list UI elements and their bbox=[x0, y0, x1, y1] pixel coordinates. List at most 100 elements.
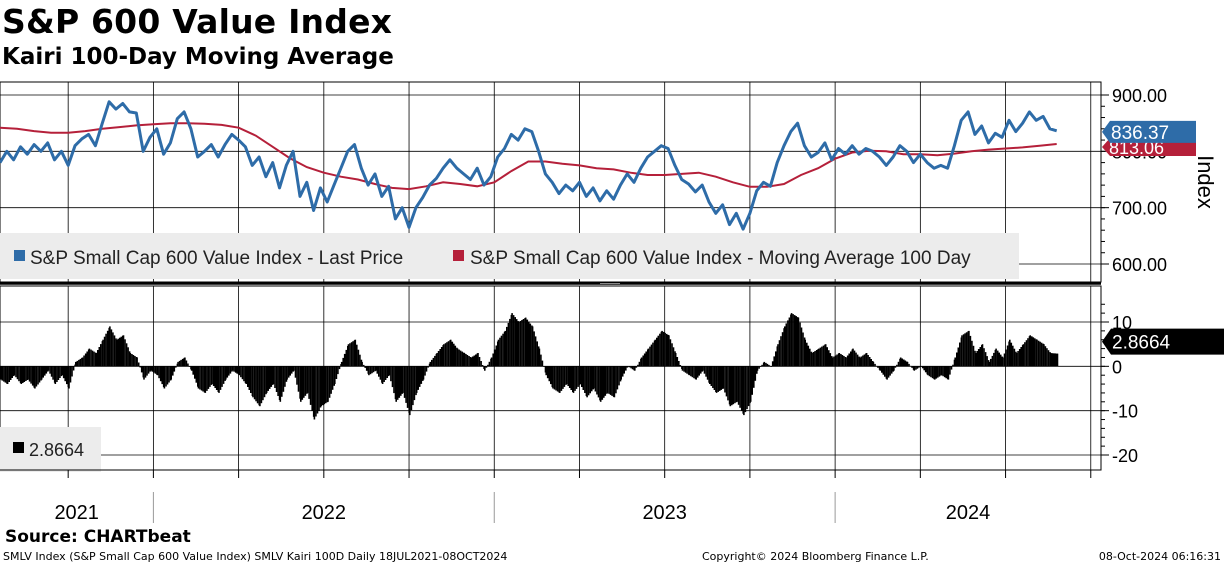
kairi-bar bbox=[775, 351, 777, 367]
kairi-bar bbox=[34, 366, 36, 389]
kairi-bar bbox=[981, 344, 984, 367]
kairi-bar bbox=[751, 366, 753, 395]
kairi-bar bbox=[289, 366, 291, 376]
kairi-bar bbox=[753, 366, 755, 388]
kairi-last-value-tag bbox=[1102, 328, 1224, 355]
kairi-bar bbox=[465, 354, 467, 367]
kairi-bar bbox=[734, 366, 736, 404]
kairi-bar bbox=[252, 366, 254, 398]
kairi-bar bbox=[626, 366, 629, 368]
kairi-bar bbox=[522, 319, 525, 367]
kairi-bar bbox=[256, 366, 259, 404]
kairi-bar bbox=[214, 366, 216, 388]
kairi-bar bbox=[119, 337, 121, 367]
price-last-value-label: 836.37 bbox=[1111, 123, 1169, 144]
kairi-bar bbox=[831, 357, 834, 367]
kairi-bar bbox=[642, 355, 644, 367]
kairi-bar bbox=[954, 357, 956, 367]
kairi-bar bbox=[311, 366, 313, 411]
kairi-bar bbox=[972, 345, 975, 367]
kairi-bar bbox=[848, 353, 850, 367]
kairi-bar bbox=[47, 366, 50, 371]
kairi-bar bbox=[587, 366, 590, 396]
kairi-bar bbox=[76, 360, 79, 367]
kairi-bar bbox=[277, 366, 279, 396]
kairi-bar bbox=[739, 366, 741, 408]
kairi-bar bbox=[9, 366, 12, 380]
kairi-bar bbox=[350, 342, 353, 367]
kairi-bar bbox=[908, 363, 910, 367]
kairi-bar bbox=[429, 361, 432, 367]
kairi-bar bbox=[301, 366, 304, 400]
kairi-bar bbox=[567, 366, 569, 386]
kairi-bar bbox=[784, 326, 786, 367]
kairi-bar bbox=[1037, 340, 1040, 367]
kairi-bar bbox=[519, 321, 522, 367]
kairi-bar bbox=[234, 366, 237, 373]
kairi-bar bbox=[593, 366, 595, 389]
kairi-bar bbox=[512, 315, 515, 367]
kairi-bar bbox=[181, 358, 184, 367]
kairi-bar bbox=[942, 366, 944, 377]
kairi-bar bbox=[192, 366, 194, 375]
kairi-bar bbox=[884, 366, 886, 377]
kairi-bar bbox=[780, 336, 782, 367]
kairi-bar bbox=[330, 366, 332, 394]
kairi-bar bbox=[915, 366, 917, 370]
kairi-bar bbox=[565, 366, 568, 384]
kairi-bar bbox=[100, 344, 102, 367]
kairi-bar bbox=[327, 366, 329, 402]
kairi-bar bbox=[268, 366, 271, 389]
kairi-bar bbox=[562, 366, 564, 389]
kairi-bar bbox=[691, 366, 694, 378]
kairi-bar bbox=[804, 339, 806, 367]
kairi-bar bbox=[727, 366, 729, 401]
kairi-bar bbox=[662, 331, 665, 367]
kairi-bar bbox=[215, 366, 218, 390]
kairi-bar bbox=[221, 366, 223, 387]
kairi-bar bbox=[343, 353, 346, 367]
kairi-bar bbox=[354, 339, 357, 367]
kairi-bar bbox=[528, 321, 530, 367]
kairi-bar bbox=[369, 366, 372, 375]
kairi-bar bbox=[424, 366, 426, 376]
kairi-bar bbox=[683, 366, 685, 372]
kairi-bar bbox=[137, 362, 140, 367]
kairi-bar bbox=[715, 366, 718, 393]
kairi-bar bbox=[1013, 348, 1016, 367]
kairi-bar bbox=[202, 366, 204, 392]
kairi-bar bbox=[834, 355, 837, 367]
kairi-bar bbox=[886, 366, 888, 380]
kairi-bar bbox=[1029, 335, 1031, 367]
kairi-bar bbox=[1040, 342, 1043, 367]
kairi-bar bbox=[72, 366, 75, 371]
kairi-bar bbox=[1012, 345, 1014, 367]
kairi-bar bbox=[952, 364, 954, 367]
legend-price-swatch bbox=[14, 250, 25, 261]
kairi-bar bbox=[934, 366, 936, 380]
kairi-bar bbox=[463, 353, 466, 367]
kairi-bar bbox=[606, 366, 609, 393]
kairi-bar bbox=[168, 366, 170, 383]
kairi-bar bbox=[524, 317, 527, 367]
kairi-bar bbox=[384, 366, 387, 380]
kairi-bar bbox=[95, 353, 97, 367]
kairi-bar bbox=[200, 366, 203, 391]
kairi-bar bbox=[911, 366, 913, 368]
kairi-bar bbox=[488, 361, 491, 367]
kairi-bar bbox=[581, 366, 583, 387]
kairi-bar bbox=[90, 349, 92, 367]
kairi-bar bbox=[143, 366, 145, 380]
kairi-bar bbox=[122, 335, 125, 367]
kairi-bar bbox=[458, 349, 460, 367]
kairi-bar bbox=[59, 366, 61, 378]
kairi-bar bbox=[552, 366, 554, 389]
kairi-bar bbox=[250, 366, 252, 393]
kairi-bar bbox=[439, 349, 441, 367]
kairi-bar bbox=[928, 366, 931, 377]
kairi-bar bbox=[229, 366, 232, 374]
footer-copyright: Copyright© 2024 Bloomberg Finance L.P. bbox=[702, 550, 929, 563]
kairi-bar bbox=[850, 351, 852, 367]
kairi-bar bbox=[253, 366, 256, 400]
x-year-label: 2022 bbox=[302, 502, 347, 524]
